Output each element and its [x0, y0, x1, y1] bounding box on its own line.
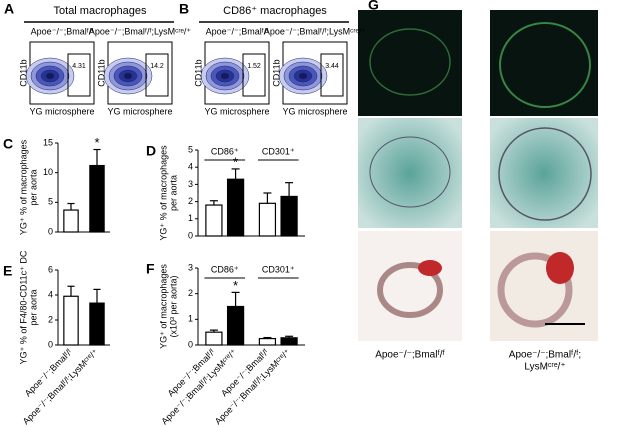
y-tick-label: 3	[188, 262, 193, 272]
bar	[258, 337, 277, 346]
y-tick-label: 3	[188, 179, 193, 189]
bar	[89, 164, 105, 233]
gate	[67, 53, 91, 97]
error-bar	[67, 285, 75, 297]
panel-title: Total macrophages	[54, 5, 147, 17]
gate-value: 1.52	[247, 63, 261, 70]
y-tick-label: 5	[188, 144, 193, 154]
error-bar	[93, 148, 101, 166]
error-bar	[263, 336, 272, 339]
image-caption: LysMᶜʳᵉ/⁺	[524, 362, 565, 373]
density-contour	[220, 72, 230, 80]
y-tick-label: 2	[48, 314, 53, 324]
image-caption: Apoe⁻/⁻;Bmalᶠ/ᶠ;	[509, 350, 581, 361]
panel-letter: C	[3, 136, 13, 152]
group-label: CD301⁺	[262, 146, 295, 156]
y-axis-label: YG⁺ % of macrophages	[18, 139, 28, 235]
x-axis-label: YG microsphere	[204, 106, 269, 116]
x-axis-label: YG microsphere	[107, 106, 172, 116]
y-tick-label: 1	[188, 314, 193, 324]
y-axis-label: CD11b	[96, 59, 106, 86]
y-axis-label: YG⁺ % of F4/80-CD11c⁺ DC	[18, 250, 28, 364]
bar	[205, 204, 223, 237]
panel-letter: E	[3, 263, 12, 279]
bar	[226, 178, 245, 237]
x-axis-label: YG microsphere	[282, 106, 347, 116]
y-tick-label: 4	[188, 162, 193, 172]
y-tick-label: 6	[48, 264, 53, 274]
error-bar	[231, 168, 240, 180]
error-bar	[263, 192, 272, 204]
y-tick-label: 0	[188, 339, 193, 349]
error-bar	[93, 288, 101, 304]
panel-letter: F	[146, 261, 155, 277]
y-axis-label: CD11b	[271, 59, 281, 86]
density-contour	[45, 72, 55, 80]
panel-letter: B	[179, 1, 189, 17]
y-axis-label: CD11b	[18, 59, 28, 86]
y-tick-label: 4	[48, 289, 53, 299]
error-bar	[285, 182, 294, 197]
plot-label: Apoe⁻/⁻;Bmalᶠ/ᶠ;LysMᶜʳᵉ/⁺	[89, 26, 192, 36]
significance: *	[233, 278, 238, 293]
y-tick-label: 10	[43, 167, 53, 177]
group-label: CD86⁺	[211, 146, 239, 156]
bar	[63, 209, 79, 233]
y-tick-label: 5	[48, 197, 53, 207]
group-label: CD301⁺	[262, 264, 295, 274]
bar	[280, 195, 298, 237]
gate-value: 4.31	[72, 63, 86, 70]
bar	[205, 331, 223, 346]
error-bar	[231, 291, 240, 307]
bar	[63, 295, 79, 346]
panel-letter: A	[4, 1, 14, 17]
error-bar	[209, 329, 218, 333]
error-bar	[285, 335, 294, 338]
panel-title: CD86⁺ macrophages	[223, 5, 327, 17]
plot-label: Apoe⁻/⁻;Bmalᶠ/ᶠ	[31, 26, 94, 36]
y-tick-label: 2	[188, 288, 193, 298]
gate	[242, 53, 266, 97]
plot-label: Apoe⁻/⁻;Bmalᶠ/ᶠ;LysMᶜʳᵉ/⁺	[264, 26, 367, 36]
y-axis-label: (x10³ per aorta)	[168, 275, 178, 337]
significance: *	[94, 135, 99, 150]
x-axis-label: YG microsphere	[29, 106, 94, 116]
plot-label: Apoe⁻/⁻;Bmalᶠ/ᶠ	[206, 26, 269, 36]
density-contour	[123, 72, 133, 80]
y-tick-label: 0	[188, 230, 193, 240]
y-tick-label: 1	[188, 213, 193, 223]
image-caption: Apoe⁻/⁻;Bmalᶠ/ᶠ	[375, 350, 445, 361]
bar	[280, 337, 298, 346]
y-tick-label: 0	[48, 226, 53, 236]
bar	[258, 202, 277, 237]
gate-value: 3.44	[325, 63, 339, 70]
y-axis-label: CD11b	[193, 59, 203, 86]
y-tick-label: 2	[188, 196, 193, 206]
image-panel	[358, 10, 598, 341]
gate	[145, 53, 169, 97]
significance: *	[233, 154, 238, 169]
y-axis-label: per aorta	[168, 175, 178, 211]
group-label: CD86⁺	[211, 264, 239, 274]
panel-letter: G	[368, 0, 379, 13]
panel-letter: D	[146, 143, 156, 159]
gate-value: 14.2	[150, 63, 164, 70]
y-axis-label: per aorta	[28, 289, 38, 325]
bar	[226, 305, 245, 346]
y-axis-label: YG⁺ of macrophages	[158, 264, 168, 349]
density-contour	[298, 72, 308, 80]
y-tick-label: 0	[48, 339, 53, 349]
y-axis-label: per aorta	[28, 169, 38, 205]
error-bar	[67, 202, 75, 211]
error-bar	[209, 200, 218, 206]
bar	[89, 302, 105, 346]
y-axis-label: YG⁺ % of macrophages	[158, 145, 168, 241]
gate	[320, 53, 344, 97]
y-tick-label: 15	[43, 137, 53, 147]
